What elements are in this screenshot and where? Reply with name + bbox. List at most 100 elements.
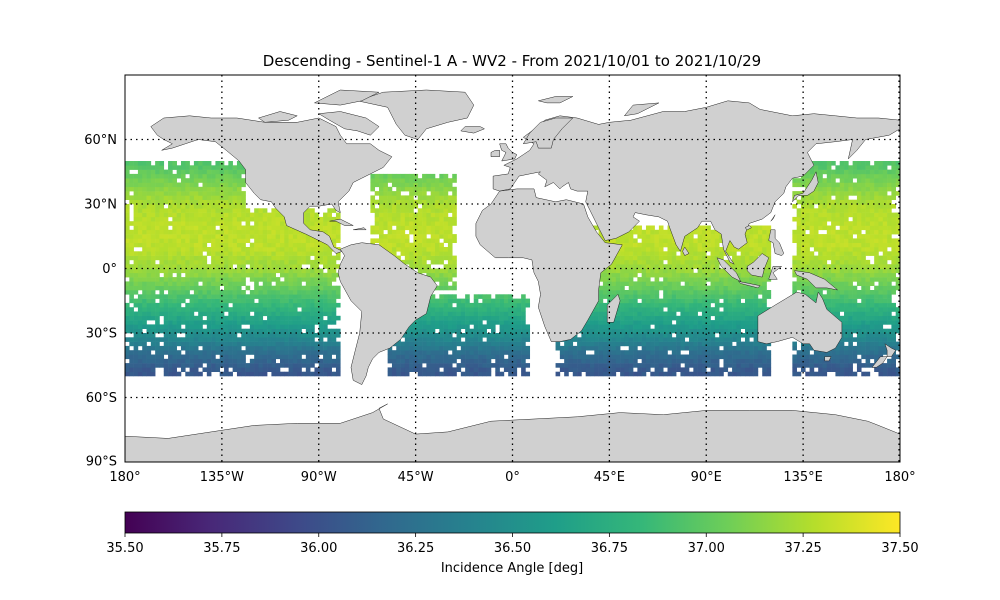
swath-cell xyxy=(478,333,483,338)
swath-cell xyxy=(417,225,423,231)
swath-cell xyxy=(258,311,264,317)
swath-cell xyxy=(624,341,630,347)
swath-cell xyxy=(486,341,492,347)
swath-cell xyxy=(650,285,655,291)
swath-cell xyxy=(736,333,741,338)
swath-cell xyxy=(318,315,324,321)
swath-cell xyxy=(663,345,668,351)
swath-cell xyxy=(568,363,574,368)
swath-cell xyxy=(495,320,500,325)
swath-cell xyxy=(206,212,212,218)
swath-cell xyxy=(645,320,651,325)
swath-cell xyxy=(314,358,320,364)
swath-cell xyxy=(267,251,272,256)
swath-cell xyxy=(435,182,440,188)
swath-cell xyxy=(271,363,276,368)
swath-cell xyxy=(490,315,496,321)
swath-cell xyxy=(525,337,531,342)
swath-cell xyxy=(650,350,655,355)
swath-cell xyxy=(800,290,806,295)
swath-cell xyxy=(245,333,251,338)
swath-cell xyxy=(249,341,255,347)
swath-cell xyxy=(202,173,208,179)
swath-cell xyxy=(615,255,621,261)
swath-cell xyxy=(249,268,255,274)
swath-cell xyxy=(211,259,216,265)
swath-cell xyxy=(645,345,651,351)
swath-cell xyxy=(456,354,462,360)
swath-cell xyxy=(142,294,147,299)
swath-cell xyxy=(193,204,199,209)
swath-cell xyxy=(611,294,617,299)
swath-cell xyxy=(219,328,225,334)
swath-cell xyxy=(757,358,763,364)
swath-cell xyxy=(719,350,724,355)
swath-cell xyxy=(486,302,492,308)
swath-cell xyxy=(396,234,401,239)
swath-cell xyxy=(645,268,651,274)
swath-cell xyxy=(602,302,608,308)
swath-cell xyxy=(168,350,173,355)
swath-cell xyxy=(391,178,397,183)
swath-cell xyxy=(254,294,259,299)
swath-cell xyxy=(125,307,130,312)
swath-cell xyxy=(572,354,578,360)
swath-cell xyxy=(335,234,341,239)
swath-cell xyxy=(305,272,311,278)
swath-cell xyxy=(706,354,711,360)
swath-cell xyxy=(645,242,651,248)
swath-cell xyxy=(245,251,251,256)
swath-cell xyxy=(564,350,569,355)
swath-cell xyxy=(284,371,289,377)
swath-cell xyxy=(800,367,806,372)
swath-cell xyxy=(684,354,690,360)
swath-cell xyxy=(753,320,759,325)
swath-cell xyxy=(396,212,401,218)
swath-cell xyxy=(409,199,414,205)
swath-cell xyxy=(387,216,393,222)
swath-cell xyxy=(422,268,427,274)
swath-cell xyxy=(628,371,634,377)
swath-cell xyxy=(215,277,221,282)
swath-cell xyxy=(417,238,423,243)
swath-cell xyxy=(142,367,147,372)
swath-cell xyxy=(288,255,294,261)
swath-cell xyxy=(193,298,199,304)
swath-cell xyxy=(215,259,221,265)
swath-cell xyxy=(409,204,414,209)
swath-cell xyxy=(706,371,711,377)
swath-cell xyxy=(620,307,625,312)
swath-cell xyxy=(301,251,307,256)
swath-cell xyxy=(658,238,664,243)
swath-cell xyxy=(236,285,242,291)
swath-cell xyxy=(288,272,294,278)
swath-cell xyxy=(280,350,285,355)
swath-cell xyxy=(228,204,233,209)
swath-cell xyxy=(628,333,634,338)
swath-cell xyxy=(215,307,221,312)
swath-cell xyxy=(163,264,169,269)
swath-cell xyxy=(142,191,147,196)
swath-cell xyxy=(180,320,186,325)
swath-cell xyxy=(155,307,160,312)
swath-cell xyxy=(701,320,707,325)
swath-cell xyxy=(714,307,720,312)
swath-cell xyxy=(508,328,513,334)
swath-cell xyxy=(258,298,264,304)
swath-cell xyxy=(241,169,246,175)
swath-cell xyxy=(254,242,259,248)
swath-cell xyxy=(219,225,225,231)
swath-cell xyxy=(637,341,642,347)
swath-cell xyxy=(645,311,651,317)
swath-cell xyxy=(387,371,393,377)
swath-cell xyxy=(163,259,169,265)
swath-cell xyxy=(155,186,160,192)
swath-cell xyxy=(460,358,466,364)
swath-cell xyxy=(706,242,711,248)
swath-cell xyxy=(172,161,177,166)
swath-cell xyxy=(206,221,212,226)
swath-cell xyxy=(142,234,147,239)
swath-cell xyxy=(641,290,647,295)
swath-cell xyxy=(301,337,307,342)
swath-cell xyxy=(172,186,177,192)
